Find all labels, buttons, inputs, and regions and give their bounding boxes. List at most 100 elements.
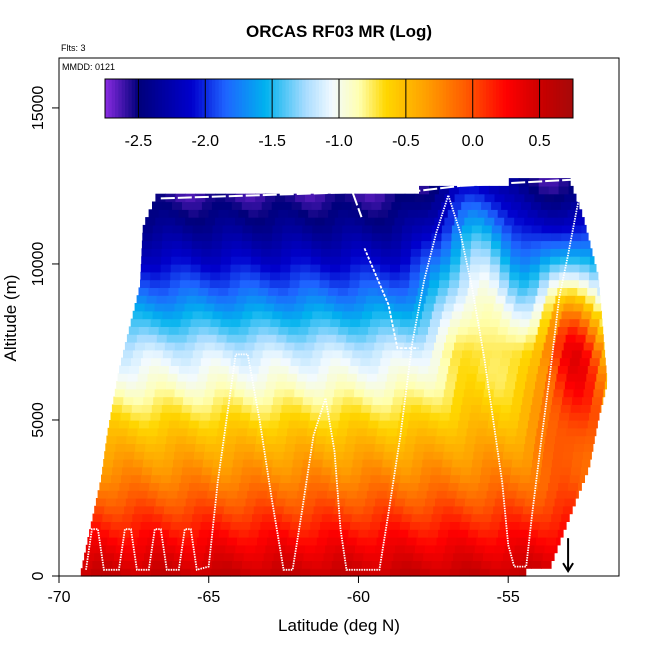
heatmap-cell (196, 435, 207, 444)
heatmap-cell (189, 279, 201, 288)
heatmap-cell (320, 318, 331, 327)
heatmap-cell (175, 443, 186, 452)
heatmap-cell (537, 209, 549, 218)
heatmap-cell (316, 295, 327, 304)
heatmap-cell (354, 388, 365, 398)
heatmap-cell (262, 459, 274, 468)
colorbar-segment (148, 79, 153, 118)
heatmap-cell (466, 537, 477, 546)
colorbar-segment (305, 79, 310, 118)
heatmap-cell (545, 334, 557, 343)
colorbar-segment (118, 79, 123, 118)
heatmap-cell (338, 326, 349, 335)
heatmap-cell (276, 334, 287, 343)
heatmap-cell (520, 240, 532, 249)
heatmap-cell (359, 412, 371, 421)
heatmap-cell (434, 443, 445, 452)
heatmap-cell (535, 295, 546, 304)
heatmap-cell (519, 271, 530, 281)
heatmap-cell (165, 217, 176, 226)
heatmap-cell (281, 466, 293, 476)
heatmap-cell (198, 365, 210, 374)
heatmap-cell (177, 373, 188, 382)
heatmap-cell (487, 209, 499, 218)
heatmap-cell (235, 193, 246, 203)
heatmap-cell (443, 505, 454, 515)
heatmap-cell (347, 427, 358, 437)
heatmap-cell (521, 349, 533, 359)
heatmap-cell (275, 381, 287, 390)
heatmap-cell (186, 381, 197, 390)
heatmap-cell (431, 201, 442, 210)
heatmap-cell (494, 443, 505, 452)
heatmap-cell (271, 466, 283, 476)
heatmap-cell (575, 295, 586, 304)
heatmap-cell (374, 193, 386, 203)
heatmap-cell (481, 310, 493, 320)
heatmap-cell (287, 373, 298, 382)
colorbar-segment (395, 79, 400, 118)
heatmap-cell (391, 240, 402, 249)
heatmap-cell (324, 217, 336, 226)
heatmap-cell (283, 451, 295, 460)
heatmap-cell (101, 474, 112, 483)
heatmap-cell (278, 529, 290, 538)
heatmap-cell (530, 404, 542, 413)
heatmap-cell (514, 498, 526, 507)
heatmap-cell (140, 521, 152, 530)
heatmap-cell (429, 318, 441, 327)
heatmap-cell (586, 427, 597, 437)
colorbar-segment (308, 79, 313, 118)
heatmap-cell (439, 521, 451, 530)
heatmap-cell (561, 349, 573, 359)
heatmap-cell (296, 295, 307, 304)
heatmap-cell (395, 295, 407, 304)
colorbar-segment (392, 79, 397, 118)
heatmap-cell (268, 365, 280, 374)
heatmap-cell (405, 498, 416, 507)
heatmap-cell (528, 279, 540, 288)
heatmap-cell (506, 490, 518, 499)
heatmap-cell (180, 474, 192, 483)
heatmap-cell (227, 490, 238, 499)
heatmap-cell (134, 552, 145, 561)
heatmap-cell (589, 318, 601, 327)
heatmap-cell (196, 381, 207, 390)
colorbar-segment (228, 79, 233, 118)
heatmap-cell (195, 544, 207, 554)
heatmap-cell (287, 427, 298, 437)
heatmap-cell (335, 498, 346, 507)
heatmap-cell (190, 568, 202, 577)
colorbar-segment (222, 79, 226, 118)
heatmap-cell (494, 498, 506, 507)
heatmap-cell (540, 248, 551, 257)
heatmap-cell (271, 248, 282, 257)
heatmap-cell (214, 388, 226, 398)
heatmap-cell (312, 349, 323, 359)
heatmap-cell (231, 201, 243, 210)
heatmap-cell (428, 482, 440, 491)
heatmap-cell (461, 466, 472, 476)
heatmap-cell (478, 482, 489, 491)
heatmap-cell (414, 217, 426, 226)
heatmap-cell (215, 544, 226, 554)
colorbar-segment (195, 79, 200, 118)
heatmap-cell (157, 373, 169, 382)
heatmap-cell (505, 295, 517, 304)
heatmap-cell (157, 427, 169, 437)
heatmap-cell (200, 412, 211, 421)
heatmap-cell (275, 435, 287, 444)
heatmap-cell (524, 217, 535, 226)
heatmap-cell (208, 420, 220, 429)
date-annotation: MMDD: 0121 (62, 62, 115, 72)
heatmap-cell (256, 435, 267, 444)
heatmap-cell (407, 287, 419, 296)
heatmap-cell (193, 505, 205, 515)
heatmap-cell (146, 435, 157, 444)
heatmap-cell (449, 264, 461, 273)
heatmap-cell (183, 505, 195, 515)
heatmap-cell (386, 334, 397, 343)
heatmap-cell (245, 498, 257, 507)
heatmap-cell (230, 256, 242, 265)
heatmap-cell (245, 381, 257, 390)
